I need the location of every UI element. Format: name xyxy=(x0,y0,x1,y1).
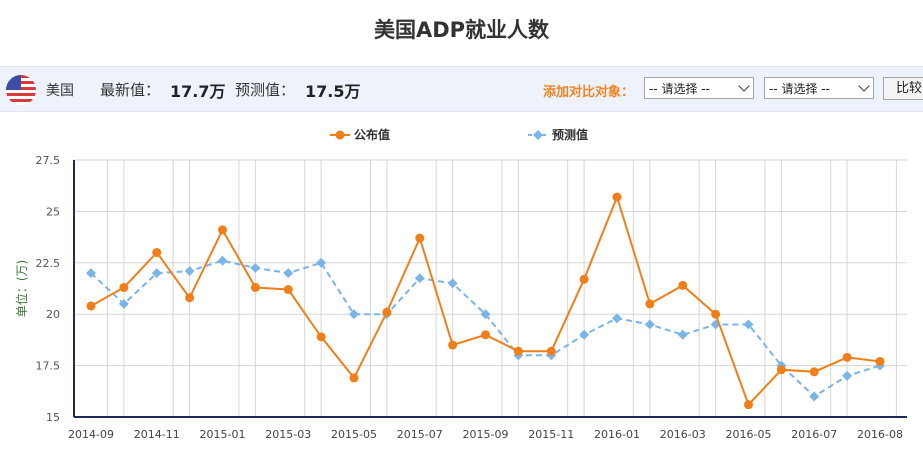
forecast-point xyxy=(250,262,261,273)
published-point xyxy=(645,299,655,309)
latest-value: 17.7万 xyxy=(170,82,226,101)
forecast-point xyxy=(283,268,294,279)
forecast-point xyxy=(677,329,688,340)
published-point xyxy=(809,367,819,377)
published-point xyxy=(218,225,227,235)
published-point xyxy=(776,365,786,375)
forecast-value-label: 预测值： xyxy=(235,81,296,99)
forecast-point xyxy=(151,268,162,279)
forecast-point xyxy=(414,273,425,284)
legend-marker xyxy=(335,130,345,140)
forecast-point xyxy=(842,370,853,381)
x-tick-label: 2015-11 xyxy=(528,428,574,441)
y-tick-label: 17.5 xyxy=(36,360,61,373)
published-point xyxy=(678,280,688,290)
published-point xyxy=(513,346,523,356)
legend-label: 公布值 xyxy=(354,127,390,142)
forecast-point xyxy=(644,319,655,330)
forecast-point xyxy=(447,278,458,289)
compare-select-2[interactable]: -- 请选择 -- xyxy=(764,77,874,99)
published-point xyxy=(316,332,326,342)
x-tick-label: 2015-03 xyxy=(265,428,311,441)
forecast-point xyxy=(184,266,195,276)
published-point xyxy=(415,233,425,243)
published-point xyxy=(448,340,458,350)
x-tick-label: 2014-11 xyxy=(134,428,180,441)
country-name: 美国 xyxy=(46,83,74,99)
y-tick-label: 27.5 xyxy=(36,154,61,167)
x-tick-label: 2016-01 xyxy=(594,428,640,441)
published-point xyxy=(875,356,885,366)
x-tick-label: 2014-09 xyxy=(68,428,114,441)
forecast-point xyxy=(612,313,622,324)
plot-area xyxy=(74,160,907,417)
x-tick-label: 2015-07 xyxy=(397,428,443,441)
published-point xyxy=(349,373,359,383)
published-point xyxy=(152,248,162,258)
x-tick-label: 2015-01 xyxy=(200,428,246,441)
page-title: 美国ADP就业人数 xyxy=(373,18,550,42)
forecast-point xyxy=(480,309,491,320)
published-point xyxy=(250,282,260,292)
published-point xyxy=(711,309,721,319)
y-tick-label: 25 xyxy=(46,205,60,218)
x-tick-label: 2016-03 xyxy=(660,428,706,441)
x-tick-label: 2015-05 xyxy=(331,428,377,441)
legend-label: 预测值 xyxy=(552,127,588,142)
forecast-value: 17.5万 xyxy=(305,82,361,101)
compare-select-2-value: -- 请选择 -- xyxy=(769,82,830,96)
compare-label: 添加对比对象： xyxy=(543,85,635,100)
compare-button[interactable]: 比较 xyxy=(883,77,923,100)
y-axis-label: 单位：(万) xyxy=(14,260,29,317)
forecast-point xyxy=(349,309,359,320)
published-point xyxy=(612,192,622,202)
published-point xyxy=(579,274,589,284)
published-point xyxy=(481,330,490,340)
info-bar: 美国 最新值： 17.7万 预测值： 17.5万 添加对比对象： -- 请选择 … xyxy=(0,66,923,112)
x-tick-label: 2016-05 xyxy=(726,428,772,441)
published-point xyxy=(119,282,129,292)
y-tick-label: 15 xyxy=(46,411,60,424)
legend-marker xyxy=(533,130,543,140)
y-tick-label: 20 xyxy=(46,308,60,321)
published-point xyxy=(842,352,852,362)
published-point xyxy=(86,301,96,311)
forecast-point xyxy=(217,255,228,266)
published-point xyxy=(185,293,195,303)
x-tick-label: 2015-09 xyxy=(463,428,509,441)
x-tick-label: 2016-08 xyxy=(857,428,903,441)
compare-select-1-value: -- 请选择 -- xyxy=(649,82,710,96)
forecast-point xyxy=(809,391,820,402)
published-point xyxy=(283,285,293,295)
published-point xyxy=(382,307,392,317)
forecast-point xyxy=(316,257,327,268)
x-tick-label: 2016-07 xyxy=(791,428,837,441)
forecast-point xyxy=(743,319,754,330)
us-flag-icon xyxy=(6,75,36,105)
latest-value-label: 最新值： xyxy=(100,81,161,99)
published-point xyxy=(546,346,556,356)
published-point xyxy=(744,400,753,410)
y-tick-label: 22.5 xyxy=(36,257,61,270)
compare-select-1[interactable]: -- 请选择 -- xyxy=(644,77,754,99)
forecast-point xyxy=(579,329,590,340)
